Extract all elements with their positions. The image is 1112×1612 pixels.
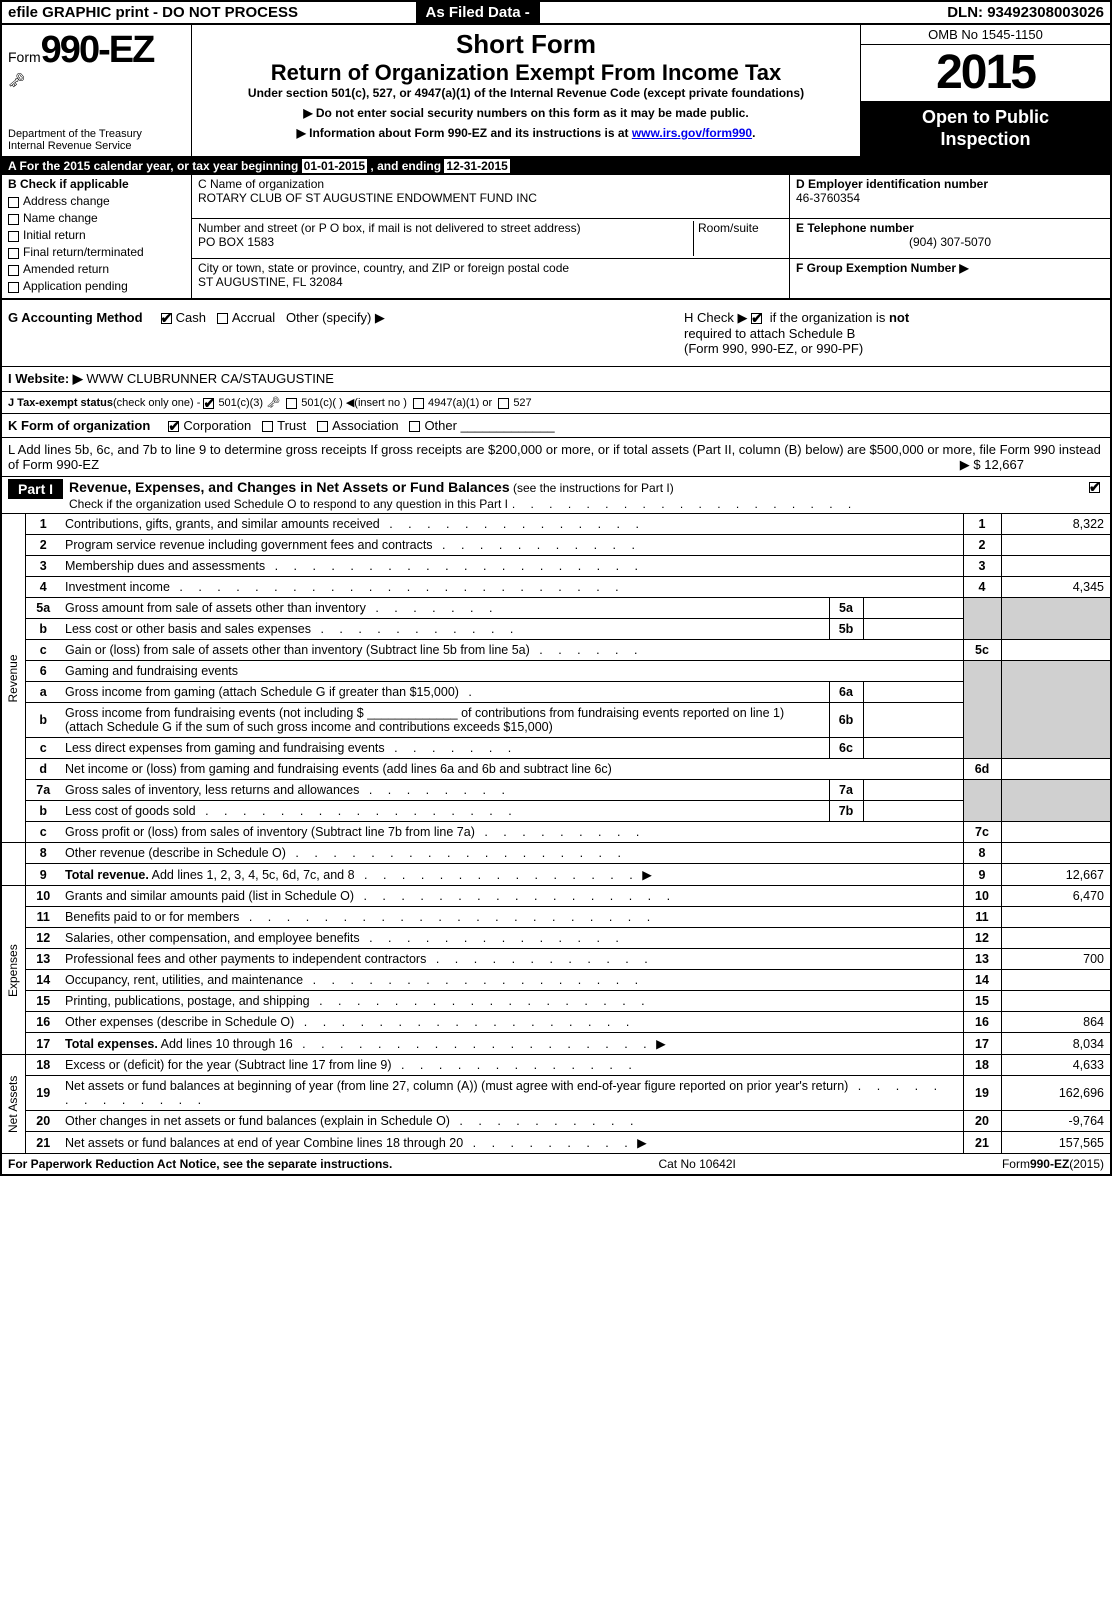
- line-1-value: 8,322: [1001, 514, 1111, 535]
- label-city: City or town, state or province, country…: [198, 261, 783, 275]
- return-title: Return of Organization Exempt From Incom…: [200, 60, 852, 86]
- chk-application-pending: Application pending: [8, 279, 185, 293]
- label-e-phone: E Telephone number: [796, 221, 1104, 235]
- part-1-tag: Part I: [8, 479, 63, 499]
- label-room: Room/suite: [693, 221, 783, 256]
- schedule-b-check: H Check ▶ if the organization is not req…: [684, 310, 1104, 356]
- part-1-header: Part I Revenue, Expenses, and Changes in…: [0, 477, 1112, 514]
- line-18-value: 4,633: [1001, 1055, 1111, 1076]
- line-16-value: 864: [1001, 1012, 1111, 1033]
- ein-value: 46-3760354: [796, 191, 1104, 205]
- line-7a-value: [863, 780, 963, 801]
- line-6b-value: [863, 703, 963, 738]
- dept-treasury: Department of the Treasury: [8, 128, 185, 140]
- info-link-line: ▶ Information about Form 990-EZ and its …: [200, 126, 852, 140]
- org-address: PO BOX 1583: [198, 235, 693, 249]
- efile-top-bar: efile GRAPHIC print - DO NOT PROCESS As …: [0, 0, 1112, 25]
- line-4-value: 4,345: [1001, 577, 1111, 598]
- section-b-label: B Check if applicable: [8, 177, 185, 191]
- line-6c-value: [863, 738, 963, 759]
- part-1-table: Revenue 1 Contributions, gifts, grants, …: [0, 514, 1112, 1154]
- form-number: Form990-EZ 🗝: [8, 29, 185, 89]
- line-8-value: [1001, 843, 1111, 864]
- omb-number: OMB No 1545-1150: [861, 25, 1110, 45]
- chk-accrual: [217, 313, 228, 324]
- chk-4947: [413, 398, 424, 409]
- chk-other-org: [409, 421, 420, 432]
- side-net-assets: Net Assets: [1, 1055, 25, 1154]
- side-revenue: Revenue: [1, 514, 25, 843]
- chk-association: [317, 421, 328, 432]
- row-gh: G Accounting Method Cash Accrual Other (…: [0, 300, 1112, 367]
- line-10-value: 6,470: [1001, 886, 1111, 907]
- line-5b-value: [863, 619, 963, 640]
- accounting-method: G Accounting Method Cash Accrual Other (…: [8, 310, 684, 356]
- row-k-org-form: K Form of organization Corporation Trust…: [0, 414, 1112, 438]
- line-2-value: [1001, 535, 1111, 556]
- gross-receipts-amount: ▶ $ 12,667: [960, 457, 1024, 473]
- website-value: WWW CLUBRUNNER CA/STAUGUSTINE: [86, 371, 333, 386]
- under-section: Under section 501(c), 527, or 4947(a)(1)…: [200, 86, 852, 100]
- label-address: Number and street (or P O box, if mail i…: [198, 221, 693, 235]
- row-j-tax-status: J Tax-exempt status(check only one) - 50…: [0, 392, 1112, 414]
- chk-527: [498, 398, 509, 409]
- line-7c-value: [1001, 822, 1111, 843]
- label-d-ein: D Employer identification number: [796, 177, 1104, 191]
- chk-initial-return: Initial return: [8, 228, 185, 242]
- chk-schedule-b: [751, 313, 762, 324]
- line-6d-value: [1001, 759, 1111, 780]
- line-3-value: [1001, 556, 1111, 577]
- chk-501c3: [203, 398, 214, 409]
- line-13-value: 700: [1001, 949, 1111, 970]
- line-11-value: [1001, 907, 1111, 928]
- line-6a-value: [863, 682, 963, 703]
- chk-501c: [286, 398, 297, 409]
- line-19-value: 162,696: [1001, 1076, 1111, 1111]
- line-5c-value: [1001, 640, 1111, 661]
- key-icon: 🗝: [8, 72, 185, 89]
- open-to-public: Open to Public Inspection: [861, 101, 1110, 156]
- side-expenses: Expenses: [1, 886, 25, 1055]
- page-footer: For Paperwork Reduction Act Notice, see …: [0, 1154, 1112, 1176]
- chk-schedule-o: [1089, 482, 1100, 493]
- line-17-value: 8,034: [1001, 1033, 1111, 1055]
- cat-number: Cat No 10642I: [658, 1157, 735, 1171]
- line-14-value: [1001, 970, 1111, 991]
- chk-final-return: Final return/terminated: [8, 245, 185, 259]
- as-filed-label: As Filed Data -: [416, 2, 540, 23]
- label-f-group: F Group Exemption Number ▶: [796, 261, 969, 275]
- org-name: ROTARY CLUB OF ST AUGUSTINE ENDOWMENT FU…: [198, 191, 783, 205]
- dln: DLN: 93492308003026: [941, 2, 1110, 23]
- form-ref: Form990-EZ(2015): [1002, 1157, 1104, 1171]
- row-l-gross-receipts: L Add lines 5b, 6c, and 7b to line 9 to …: [0, 438, 1112, 477]
- ssn-warning: ▶ Do not enter social security numbers o…: [200, 106, 852, 120]
- irs-label: Internal Revenue Service: [8, 140, 185, 152]
- chk-trust: [262, 421, 273, 432]
- identity-block: B Check if applicable Address change Nam…: [0, 175, 1112, 300]
- line-20-value: -9,764: [1001, 1111, 1111, 1132]
- line-9-value: 12,667: [1001, 864, 1111, 886]
- short-form-title: Short Form: [200, 29, 852, 60]
- chk-name-change: Name change: [8, 211, 185, 225]
- chk-corporation: [168, 421, 179, 432]
- label-c-name: C Name of organization: [198, 177, 783, 191]
- chk-address-change: Address change: [8, 194, 185, 208]
- line-12-value: [1001, 928, 1111, 949]
- phone-value: (904) 307-5070: [796, 235, 1104, 249]
- org-city: ST AUGUSTINE, FL 32084: [198, 275, 783, 289]
- irs-link[interactable]: www.irs.gov/form990: [632, 126, 752, 140]
- form-header: Form990-EZ 🗝 Department of the Treasury …: [0, 25, 1112, 157]
- chk-amended-return: Amended return: [8, 262, 185, 276]
- line-15-value: [1001, 991, 1111, 1012]
- line-5a-value: [863, 598, 963, 619]
- efile-notice: efile GRAPHIC print - DO NOT PROCESS: [2, 2, 416, 23]
- line-7b-value: [863, 801, 963, 822]
- line-21-value: 157,565: [1001, 1132, 1111, 1154]
- tax-year: 2015: [861, 45, 1110, 101]
- row-a-tax-year: A For the 2015 calendar year, or tax yea…: [0, 157, 1112, 175]
- chk-cash: [161, 313, 172, 324]
- row-i-website: I Website: ▶ WWW CLUBRUNNER CA/STAUGUSTI…: [0, 367, 1112, 392]
- paperwork-notice: For Paperwork Reduction Act Notice, see …: [8, 1157, 392, 1171]
